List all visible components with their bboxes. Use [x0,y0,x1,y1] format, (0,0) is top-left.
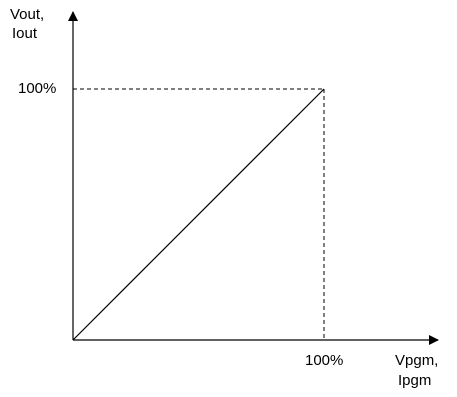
x-axis-label-ipgm: Ipgm [398,372,432,389]
x-axis-label-vpgm: Vpgm, [395,352,439,369]
transfer-line [72,88,325,341]
y-tick-label-100: 100% [18,80,57,97]
y-axis-label-iout: Iout [12,25,38,42]
y-axis-label-vout: Vout, [10,6,45,23]
x-tick-label-100: 100% [305,352,344,369]
